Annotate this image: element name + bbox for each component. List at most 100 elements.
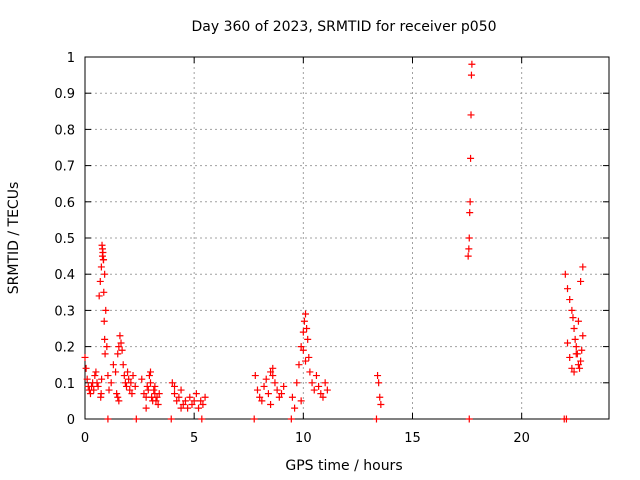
x-tick-label: 10 bbox=[295, 431, 312, 446]
data-point bbox=[372, 415, 380, 423]
data-point bbox=[467, 154, 475, 162]
data-point bbox=[572, 350, 580, 358]
data-point bbox=[465, 245, 473, 253]
data-point bbox=[93, 379, 101, 387]
data-point bbox=[105, 386, 113, 394]
data-point bbox=[192, 390, 200, 398]
data-point bbox=[293, 379, 301, 387]
data-point bbox=[310, 386, 318, 394]
data-point bbox=[465, 415, 473, 423]
data-point bbox=[127, 379, 135, 387]
data-point bbox=[155, 390, 163, 398]
data-point bbox=[576, 364, 584, 372]
data-point bbox=[147, 379, 154, 387]
y-tick-label: 0.7 bbox=[54, 160, 75, 175]
data-point bbox=[275, 393, 283, 401]
data-point bbox=[117, 339, 125, 347]
data-point bbox=[571, 335, 579, 343]
data-point bbox=[91, 372, 99, 380]
data-point bbox=[374, 372, 382, 380]
y-tick-label: 0.9 bbox=[54, 87, 75, 102]
data-point bbox=[321, 379, 329, 387]
data-point bbox=[186, 393, 194, 401]
data-point bbox=[564, 339, 572, 347]
data-point bbox=[278, 390, 285, 398]
chart-title: Day 360 of 2023, SRMTID for receiver p05… bbox=[191, 19, 496, 35]
data-point bbox=[109, 361, 117, 369]
data-point bbox=[317, 390, 325, 398]
data-point bbox=[107, 379, 115, 387]
data-point bbox=[253, 386, 261, 394]
data-point bbox=[198, 415, 206, 423]
data-point bbox=[271, 379, 279, 387]
data-point bbox=[131, 382, 139, 390]
y-tick-label: 1 bbox=[67, 51, 75, 66]
y-tick-label: 0.5 bbox=[54, 232, 75, 247]
data-point bbox=[260, 382, 268, 390]
data-point bbox=[167, 415, 175, 423]
data-point bbox=[295, 361, 303, 369]
data-point bbox=[143, 382, 151, 390]
data-point bbox=[570, 325, 578, 332]
data-point bbox=[97, 393, 105, 401]
data-point bbox=[95, 292, 103, 300]
data-point bbox=[312, 372, 320, 380]
data-point bbox=[465, 234, 473, 242]
data-point bbox=[190, 397, 198, 405]
data-point bbox=[140, 390, 148, 398]
data-point bbox=[102, 306, 110, 314]
data-point bbox=[305, 353, 313, 361]
data-point bbox=[302, 357, 310, 365]
data-point bbox=[319, 393, 327, 401]
data-point bbox=[125, 375, 133, 383]
data-point bbox=[177, 404, 185, 412]
data-point bbox=[568, 306, 576, 314]
data-point bbox=[375, 379, 383, 387]
data-point bbox=[175, 393, 183, 401]
data-point bbox=[466, 209, 474, 217]
x-tick-label: 5 bbox=[190, 431, 198, 446]
data-point bbox=[145, 372, 153, 380]
data-point bbox=[467, 71, 475, 79]
data-point bbox=[115, 397, 123, 405]
data-point bbox=[264, 390, 272, 398]
data-point bbox=[287, 415, 295, 423]
data-point bbox=[177, 386, 185, 394]
data-point bbox=[299, 346, 307, 354]
data-point bbox=[303, 325, 311, 332]
data-point bbox=[577, 277, 585, 285]
y-tick-label: 0.6 bbox=[54, 196, 75, 211]
data-point bbox=[566, 296, 574, 304]
data-point bbox=[579, 332, 587, 340]
data-point bbox=[256, 393, 264, 401]
axis-ticks: 00.10.20.30.40.50.60.70.80.910 5 10 15 20 bbox=[54, 51, 609, 446]
data-point bbox=[569, 314, 577, 322]
data-point bbox=[377, 401, 385, 409]
data-point bbox=[100, 288, 108, 296]
data-point bbox=[561, 270, 569, 278]
data-point bbox=[96, 277, 104, 285]
data-point bbox=[258, 397, 266, 405]
x-tick-label: 0 bbox=[81, 431, 89, 446]
data-point bbox=[120, 372, 128, 380]
data-point bbox=[142, 404, 150, 412]
data-point bbox=[116, 332, 124, 340]
data-point bbox=[267, 368, 275, 376]
data-point bbox=[250, 415, 258, 423]
data-point bbox=[267, 401, 275, 409]
y-tick-label: 0.4 bbox=[54, 268, 75, 283]
data-point bbox=[568, 364, 576, 372]
data-point bbox=[288, 393, 296, 401]
data-point bbox=[112, 368, 120, 376]
data-point bbox=[467, 111, 475, 119]
data-point bbox=[574, 317, 582, 325]
data-point bbox=[262, 375, 270, 383]
data-point bbox=[577, 357, 585, 365]
data-point bbox=[128, 390, 136, 398]
data-point bbox=[323, 386, 331, 394]
data-point bbox=[150, 386, 158, 394]
data-point bbox=[251, 372, 259, 380]
data-point bbox=[302, 310, 310, 318]
